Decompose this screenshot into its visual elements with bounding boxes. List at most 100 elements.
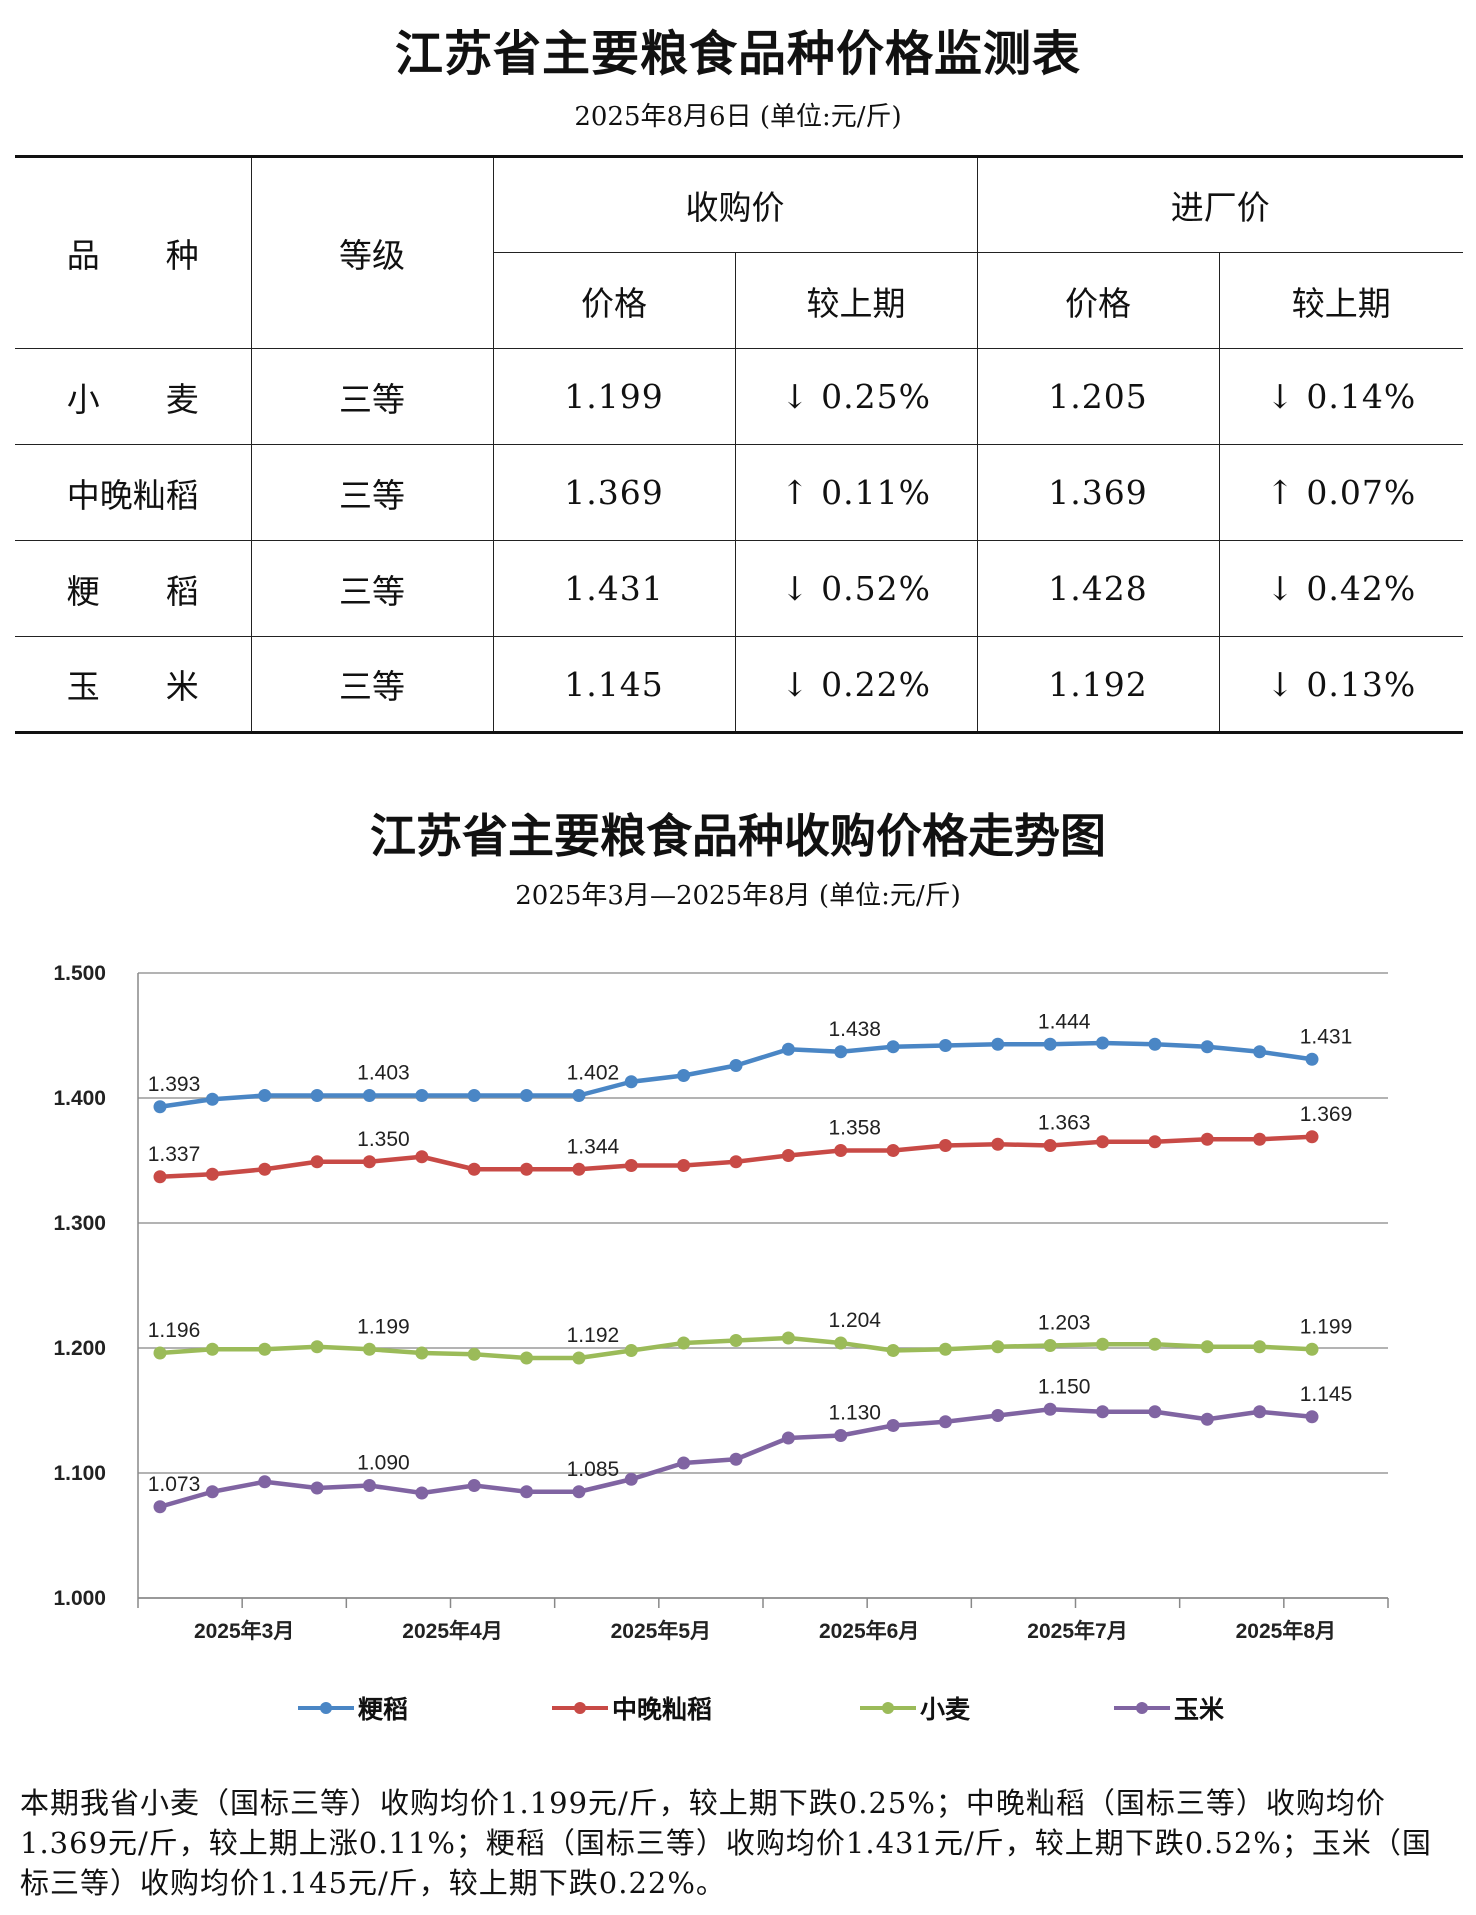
data-point <box>467 1162 481 1176</box>
variety-cell: 粳 稻 <box>15 540 252 637</box>
data-point <box>1305 1052 1319 1066</box>
grade-cell: 三等 <box>250 636 494 733</box>
y-tick-label: 1.300 <box>53 1212 106 1235</box>
header-variety: 品 种 <box>15 156 252 349</box>
data-label: 1.393 <box>148 1073 201 1096</box>
legend-swatch <box>1114 1702 1170 1714</box>
purchase-change-cell: ↓ 0.25% <box>734 348 978 445</box>
data-label: 1.192 <box>567 1324 620 1347</box>
data-point <box>624 1159 638 1172</box>
data-label: 1.431 <box>1300 1025 1353 1048</box>
x-tick-label: 2025年3月 <box>194 1619 294 1643</box>
data-point <box>729 1334 743 1347</box>
price-monitor-table: 品 种 等级 收购价 进厂价 价格 较上期 价格 较上期 小 麦 三等 1.19… <box>15 155 1463 734</box>
data-point <box>1148 1405 1162 1419</box>
data-point <box>1096 1337 1110 1351</box>
data-point <box>624 1472 638 1486</box>
data-label: 1.199 <box>1300 1315 1353 1338</box>
header-purchase-change: 较上期 <box>734 252 978 349</box>
data-point <box>1305 1342 1319 1356</box>
chart-title: 江苏省主要粮食品种收购价格走势图 <box>370 809 1106 863</box>
data-point <box>1148 1037 1162 1051</box>
header-purchase-price: 价格 <box>493 252 736 349</box>
data-point <box>362 1089 376 1102</box>
variety-cell: 中晚籼稻 <box>15 444 252 541</box>
purchase-price-cell: 1.199 <box>492 348 736 445</box>
purchase-change-cell: ↓ 0.22% <box>734 636 978 733</box>
y-tick-label: 1.400 <box>53 1087 106 1110</box>
data-point <box>781 1042 795 1056</box>
factory-price-cell: 1.428 <box>976 540 1220 637</box>
data-point <box>467 1479 481 1492</box>
data-point <box>624 1075 638 1089</box>
data-point <box>415 1486 429 1500</box>
chart-subtitle: 2025年3月—2025年8月 (单位:元/斤) <box>515 881 961 911</box>
data-label: 1.204 <box>828 1309 881 1332</box>
data-point <box>729 1059 743 1072</box>
data-point <box>205 1092 219 1106</box>
data-label: 1.073 <box>148 1473 201 1496</box>
data-point <box>834 1429 848 1442</box>
data-point <box>1253 1132 1267 1146</box>
data-point <box>834 1144 848 1157</box>
data-label: 1.203 <box>1038 1312 1091 1335</box>
data-point <box>938 1342 952 1356</box>
summary-text: 本期我省小麦（国标三等）收购均价1.199元/斤，较上期下跌0.25%；中晚籼稻… <box>20 1786 1432 1900</box>
data-point <box>991 1409 1005 1422</box>
data-point <box>677 1456 691 1470</box>
data-point <box>520 1485 534 1499</box>
data-point <box>677 1159 691 1172</box>
data-point <box>258 1089 272 1102</box>
data-point <box>1200 1340 1214 1354</box>
data-point <box>938 1139 952 1152</box>
data-point <box>467 1089 481 1102</box>
legend-label: 玉米 <box>1174 1696 1225 1724</box>
data-point <box>677 1069 691 1082</box>
data-label: 1.199 <box>357 1315 410 1338</box>
data-point <box>886 1040 900 1054</box>
data-point <box>1200 1040 1214 1054</box>
legend-swatch <box>860 1702 916 1714</box>
data-label: 1.363 <box>1038 1112 1091 1135</box>
data-point <box>677 1336 691 1350</box>
factory-price-cell: 1.369 <box>976 444 1220 541</box>
data-label: 1.369 <box>1300 1103 1353 1126</box>
x-tick-label: 2025年6月 <box>819 1619 919 1643</box>
purchase-price-cell: 1.369 <box>492 444 736 541</box>
chart-legend: 粳稻 中晚籼稻 小麦 玉米 <box>0 1690 1476 1730</box>
grade-cell: 三等 <box>250 540 494 637</box>
header-factory: 进厂价 <box>976 156 1463 253</box>
data-point <box>886 1344 900 1357</box>
factory-price-cell: 1.205 <box>976 348 1220 445</box>
data-point <box>415 1150 429 1164</box>
data-point <box>781 1431 795 1445</box>
data-point <box>834 1045 848 1059</box>
factory-change-cell: ↓ 0.14% <box>1218 348 1463 445</box>
data-point <box>153 1100 167 1114</box>
purchase-price-cell: 1.431 <box>492 540 736 637</box>
data-label: 1.358 <box>828 1117 881 1140</box>
series-line <box>159 1040 1313 1109</box>
data-point <box>572 1485 586 1499</box>
table-row: 中晚籼稻 三等 1.369 ↑ 0.11% 1.369 ↑ 0.07% <box>15 444 1463 541</box>
data-label: 1.403 <box>357 1062 410 1085</box>
data-point <box>886 1144 900 1157</box>
factory-price-cell: 1.192 <box>976 636 1220 733</box>
data-point <box>729 1155 743 1169</box>
data-point <box>362 1342 376 1356</box>
data-point <box>153 1170 167 1184</box>
data-point <box>205 1342 219 1356</box>
data-point <box>362 1479 376 1492</box>
header-purchase: 收购价 <box>492 156 978 253</box>
data-point <box>520 1089 534 1102</box>
legend-item: 小麦 <box>860 1690 970 1726</box>
purchase-change-cell: ↑ 0.11% <box>734 444 978 541</box>
data-point <box>1253 1340 1267 1354</box>
data-point <box>310 1155 324 1169</box>
data-point <box>205 1167 219 1181</box>
data-point <box>1253 1405 1267 1419</box>
data-point <box>258 1342 272 1356</box>
data-point <box>729 1452 743 1466</box>
data-label: 1.196 <box>148 1319 201 1342</box>
y-tick-label: 1.200 <box>53 1337 106 1360</box>
